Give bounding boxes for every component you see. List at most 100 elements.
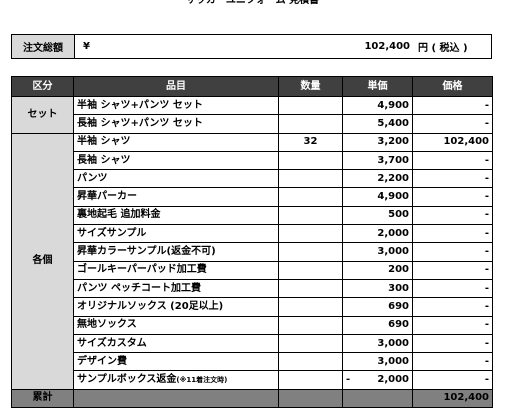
item-cell[interactable]: サイズカスタム bbox=[73, 333, 279, 354]
table-row: サイズサンプル 2,000- bbox=[12, 224, 493, 244]
unit-price-cell[interactable]: 4,900 bbox=[342, 95, 413, 116]
table-row: サンプルボックス返金(※11着注文時) -2,000- bbox=[12, 370, 493, 390]
unit-price-cell[interactable]: 200 bbox=[342, 260, 413, 280]
item-cell[interactable]: サンプルボックス返金(※11着注文時) bbox=[73, 370, 279, 390]
item-cell[interactable]: 半袖 シャツ bbox=[73, 132, 279, 152]
qty-cell[interactable]: 32 bbox=[278, 132, 343, 152]
estimate-table: 区分 品目 数量 単価 価格 セット 半袖 シャツ+パンツ セット 4,900- 長袖… bbox=[11, 76, 493, 409]
sum-amount: 102,400 bbox=[412, 388, 493, 409]
qty-cell[interactable] bbox=[278, 352, 343, 372]
item-cell[interactable]: オリジナルソックス (20足以上) bbox=[73, 297, 279, 317]
table-row: 裏地起毛 追加料金 500- bbox=[12, 205, 493, 226]
table-row: 長袖 シャツ 3,700- bbox=[12, 150, 493, 171]
item-cell[interactable]: デザイン費 bbox=[73, 352, 279, 372]
category-individual: 各個 bbox=[11, 132, 74, 390]
price-cell[interactable]: - bbox=[412, 370, 493, 390]
price-cell[interactable]: - bbox=[412, 205, 493, 226]
unit-price-cell[interactable]: 300 bbox=[342, 278, 413, 299]
header-category: 区分 bbox=[11, 76, 74, 97]
item-cell[interactable]: 長袖 シャツ+パンツ セット bbox=[73, 114, 279, 134]
qty-cell[interactable] bbox=[278, 224, 343, 244]
currency-symbol: ¥ bbox=[83, 41, 90, 52]
item-cell[interactable]: 裏地起毛 追加料金 bbox=[73, 205, 279, 226]
qty-cell[interactable] bbox=[278, 297, 343, 317]
qty-cell[interactable] bbox=[278, 205, 343, 226]
unit-price-cell[interactable]: 3,000 bbox=[342, 333, 413, 354]
price-cell[interactable]: - bbox=[412, 260, 493, 280]
order-total-label: 注文総額 bbox=[12, 35, 75, 58]
qty-cell[interactable] bbox=[278, 260, 343, 280]
item-cell[interactable]: 昇華カラーサンプル(返金不可) bbox=[73, 242, 279, 262]
refund-item-label: サンプルボックス返金 bbox=[77, 374, 177, 386]
table-row: 無地ソックス 690- bbox=[12, 315, 493, 335]
sum-row: 累計 102,400 bbox=[11, 388, 493, 409]
price-cell[interactable]: - bbox=[412, 315, 493, 335]
unit-price-cell[interactable]: 690 bbox=[342, 297, 413, 317]
table-row: 昇華カラーサンプル(返金不可) 3,000- bbox=[12, 242, 493, 262]
qty-cell[interactable] bbox=[278, 169, 343, 189]
unit-price-cell[interactable]: 3,700 bbox=[342, 150, 413, 171]
qty-cell[interactable] bbox=[278, 187, 343, 207]
table-row: ゴールキーパーパッド加工費 200- bbox=[12, 260, 493, 280]
unit-price-cell[interactable]: 3,000 bbox=[342, 242, 413, 262]
price-cell[interactable]: - bbox=[412, 333, 493, 354]
price-cell[interactable]: - bbox=[412, 297, 493, 317]
order-total-box: 注文総額 ¥ 102,400 円 ( 税込 ) bbox=[11, 34, 492, 59]
qty-cell[interactable] bbox=[278, 242, 343, 262]
order-total-unit: 円 ( 税込 ) bbox=[418, 43, 468, 54]
category-set: セット bbox=[11, 96, 74, 134]
category-sum: 累計 bbox=[11, 388, 74, 409]
item-cell[interactable]: ゴールキーパーパッド加工費 bbox=[73, 260, 279, 280]
item-cell[interactable]: 昇華パーカー bbox=[73, 187, 279, 207]
unit-price-cell[interactable]: 5,400 bbox=[342, 114, 413, 134]
qty-cell[interactable] bbox=[278, 114, 343, 134]
qty-cell[interactable] bbox=[278, 370, 343, 390]
qty-cell[interactable] bbox=[278, 315, 343, 335]
qty-cell[interactable] bbox=[278, 150, 343, 171]
unit-price-cell[interactable]: 2,200 bbox=[342, 169, 413, 189]
unit-price-cell[interactable]: 3,000 bbox=[342, 352, 413, 372]
sum-item-cell bbox=[73, 388, 279, 409]
unit-price-cell[interactable]: 500 bbox=[342, 205, 413, 226]
price-cell[interactable]: 102,400 bbox=[412, 132, 493, 152]
unit-price-cell[interactable]: 690 bbox=[342, 315, 413, 335]
minus-sign: - bbox=[346, 374, 351, 386]
price-cell[interactable]: - bbox=[412, 278, 493, 299]
price-cell[interactable]: - bbox=[412, 224, 493, 244]
unit-price-cell[interactable]: 4,900 bbox=[342, 187, 413, 207]
qty-cell[interactable] bbox=[278, 95, 343, 116]
table-row: セット 半袖 シャツ+パンツ セット 4,900- bbox=[11, 95, 493, 134]
item-cell[interactable]: パンツ bbox=[73, 169, 279, 189]
sum-unit-cell bbox=[342, 388, 413, 409]
sum-qty-cell bbox=[278, 388, 343, 409]
header-item: 品目 bbox=[73, 76, 279, 97]
item-cell[interactable]: サイズサンプル bbox=[73, 224, 279, 244]
qty-cell[interactable] bbox=[278, 333, 343, 354]
price-cell[interactable]: - bbox=[412, 150, 493, 171]
refund-price-value: 2,000 bbox=[377, 374, 409, 386]
item-cell[interactable]: 長袖 シャツ bbox=[73, 150, 279, 171]
price-cell[interactable]: - bbox=[412, 242, 493, 262]
table-row: パンツ 2,200- bbox=[12, 169, 493, 189]
price-cell[interactable]: - bbox=[412, 187, 493, 207]
table-row: サイズカスタム 3,000- bbox=[12, 333, 493, 354]
item-cell[interactable]: 無地ソックス bbox=[73, 315, 279, 335]
unit-price-cell[interactable]: 2,000 bbox=[342, 224, 413, 244]
qty-cell[interactable] bbox=[278, 278, 343, 299]
header-qty: 数量 bbox=[278, 76, 343, 97]
unit-price-cell[interactable]: 3,200 bbox=[342, 132, 413, 152]
refund-price: - 2,000 bbox=[346, 372, 409, 388]
header-unit-price: 単価 bbox=[342, 76, 413, 97]
price-cell[interactable]: - bbox=[412, 169, 493, 189]
order-total-amount[interactable]: 102,400 bbox=[364, 41, 410, 52]
unit-price-cell[interactable]: - 2,000 bbox=[342, 370, 413, 390]
table-row: 各個 半袖 シャツ 32 3,200 102,400 bbox=[11, 132, 493, 390]
price-cell[interactable]: - bbox=[412, 95, 493, 116]
item-cell[interactable]: 半袖 シャツ+パンツ セット bbox=[73, 95, 279, 116]
item-cell[interactable]: パンツ ペッチコート加工費 bbox=[73, 278, 279, 299]
price-cell[interactable]: - bbox=[412, 352, 493, 372]
table-row: 長袖 シャツ+パンツ セット 5,400- bbox=[12, 114, 493, 134]
refund-item-note: (※11着注文時) bbox=[176, 376, 228, 385]
price-cell[interactable]: - bbox=[412, 114, 493, 134]
